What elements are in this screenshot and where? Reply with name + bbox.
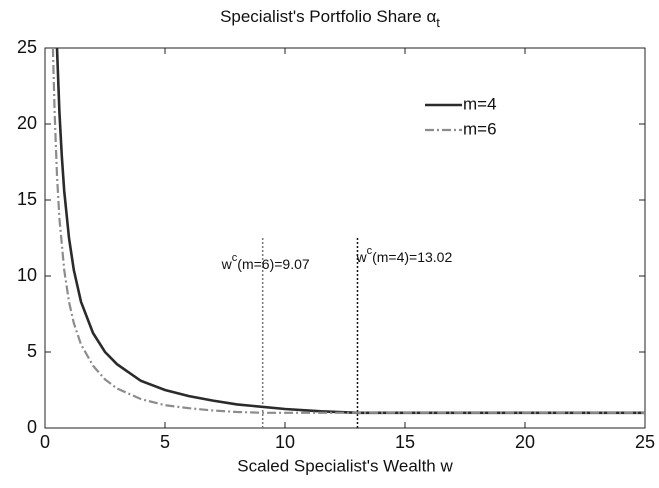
series-line bbox=[51, 47, 645, 414]
x-tick-label: 15 bbox=[395, 432, 415, 452]
y-tick-label: 20 bbox=[17, 113, 37, 133]
x-tick-label: 5 bbox=[160, 432, 170, 452]
y-tick-label: 15 bbox=[17, 189, 37, 209]
label-base: w bbox=[355, 249, 367, 265]
threshold-label: wc(m=6)=9.07 bbox=[221, 252, 310, 272]
y-tick-label: 0 bbox=[27, 417, 37, 437]
x-tick-label: 0 bbox=[40, 432, 50, 452]
x-axis-label: Scaled Specialist's Wealth w bbox=[237, 456, 453, 475]
legend-label: m=4 bbox=[463, 94, 497, 113]
label-superscript: c bbox=[232, 252, 238, 264]
threshold-label: wc(m=4)=13.02 bbox=[355, 245, 452, 265]
title-main: Specialist's Portfolio Share α bbox=[220, 7, 436, 26]
label-superscript: c bbox=[367, 245, 373, 257]
chart-title: Specialist's Portfolio Share αt bbox=[220, 7, 440, 30]
y-tick-label: 10 bbox=[17, 265, 37, 285]
x-tick-label: 25 bbox=[635, 432, 655, 452]
series-line bbox=[55, 47, 645, 415]
y-tick-label: 25 bbox=[17, 37, 37, 57]
x-tick-label: 20 bbox=[515, 432, 535, 452]
label-rest: (m=4)=13.02 bbox=[372, 249, 452, 265]
plot-frame bbox=[44, 47, 646, 429]
title-subscript: t bbox=[436, 15, 440, 30]
x-tick-label: 10 bbox=[275, 432, 295, 452]
label-base: w bbox=[221, 256, 233, 272]
legend-label: m=6 bbox=[463, 119, 497, 138]
y-tick-label: 5 bbox=[27, 341, 37, 361]
label-rest: (m=6)=9.07 bbox=[237, 256, 310, 272]
